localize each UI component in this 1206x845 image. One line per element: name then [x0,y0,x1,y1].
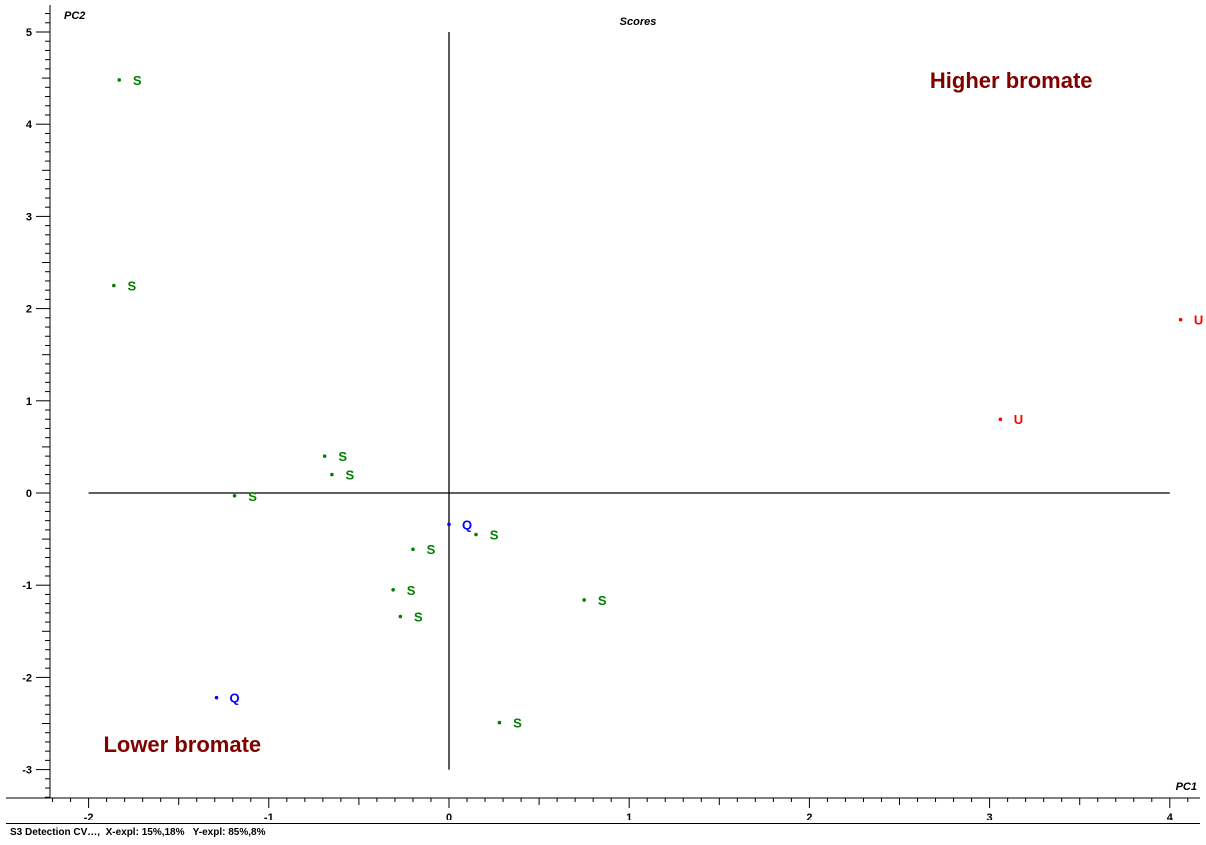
point-u-1 [998,417,1003,422]
y-tick-label: 3 [26,211,32,223]
point-label-q-1: Q [229,691,239,706]
y-tick-label: -3 [22,765,32,777]
y-tick-label: 4 [26,119,33,131]
point-label-s-6: S [427,542,436,557]
x-axis-label: PC1 [1176,781,1197,793]
point-label-s-10: S [513,716,522,731]
point-s-4 [232,493,237,498]
point-s-0 [117,78,122,82]
footer-divider [6,823,1200,824]
point-label-u-0: U [1194,313,1203,328]
x-tick-label: 4 [1167,812,1174,820]
point-s-1 [112,283,116,288]
point-s-3 [330,472,334,477]
point-s-10 [497,720,502,725]
point-s-9 [582,598,586,602]
x-tick-label: -2 [84,812,94,820]
x-tick-label: 1 [626,812,632,820]
point-label-u-1: U [1014,412,1023,427]
y-tick-label: -2 [22,672,32,684]
point-label-s-4: S [248,489,257,504]
point-s-8 [398,614,403,619]
point-label-s-2: S [338,449,347,464]
x-tick-label: -1 [264,812,274,820]
point-label-s-3: S [346,468,355,483]
footer-explained-variance: S3 Detection CV…, X-expl: 15%,18% Y-expl… [10,827,266,838]
point-s-5 [474,532,478,537]
y-tick-label: -1 [22,580,32,592]
chart-title: Scores [620,16,657,28]
y-axis-label: PC2 [64,10,85,22]
point-s-6 [411,547,415,552]
point-s-2 [322,454,327,458]
point-q-0 [447,522,451,527]
point-label-s-5: S [490,527,499,542]
x-tick-label: 2 [806,812,812,820]
y-tick-label: 1 [26,396,32,408]
point-q-1 [214,695,219,700]
point-label-s-9: S [598,593,607,608]
point-label-s-8: S [414,610,423,625]
point-u-0 [1178,317,1183,322]
x-tick-label: 0 [446,812,452,820]
y-tick-label: 0 [26,488,32,500]
annotation-1: Lower bromate [103,732,261,757]
point-label-s-7: S [407,583,416,598]
point-label-s-1: S [127,279,136,294]
point-s-7 [391,588,395,592]
x-tick-label: 3 [987,812,993,820]
point-label-s-0: S [133,73,142,88]
y-tick-label: 5 [26,27,32,39]
y-tick-label: 2 [26,304,32,316]
point-label-q-0: Q [462,517,472,532]
annotation-0: Higher bromate [930,68,1093,93]
